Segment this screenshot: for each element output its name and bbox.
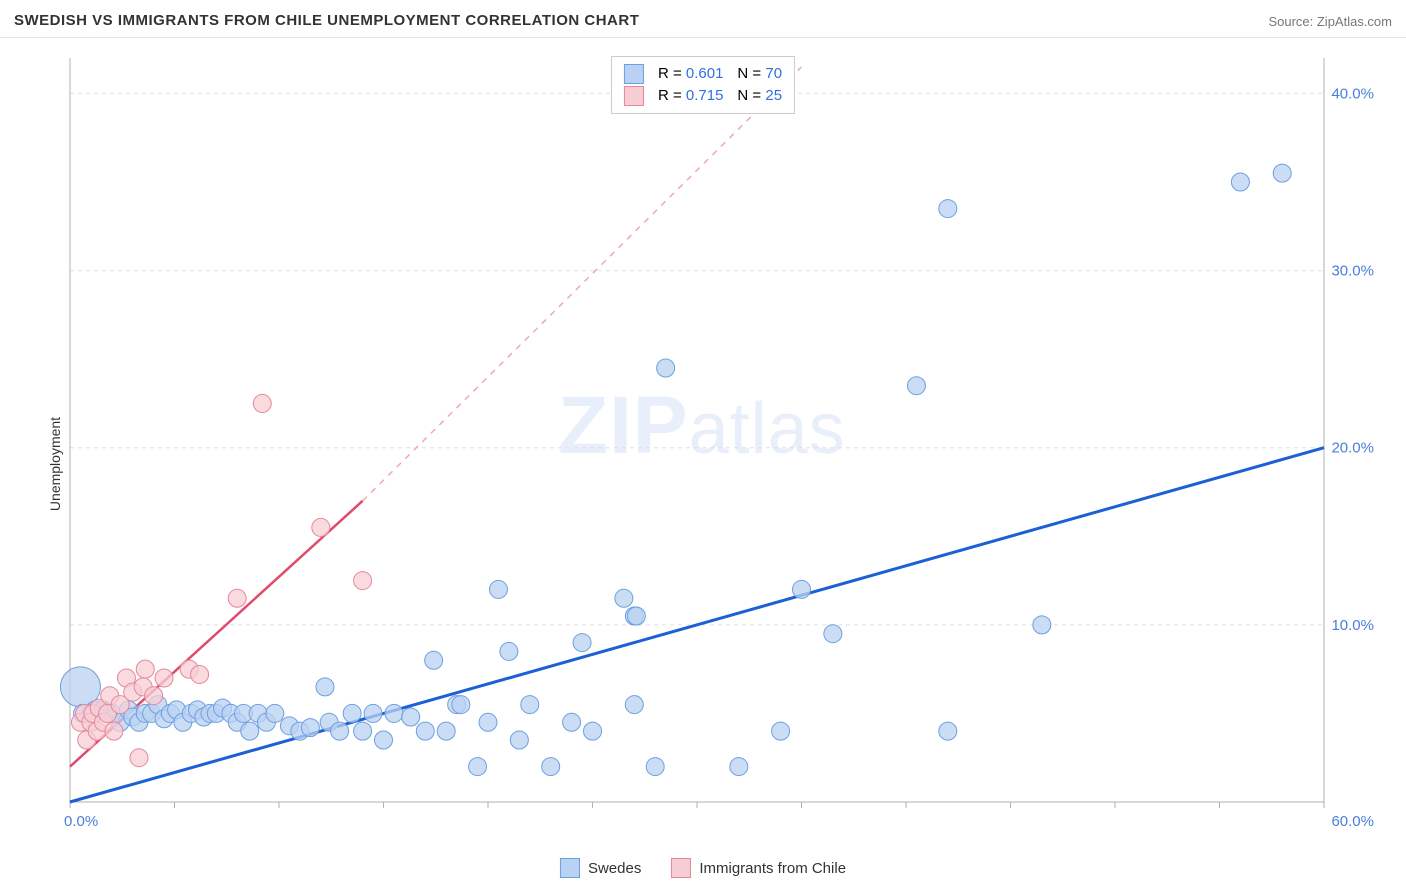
svg-text:20.0%: 20.0% — [1331, 440, 1374, 457]
legend-label-immigrants: Immigrants from Chile — [699, 860, 846, 877]
swatch-immigrants-icon — [671, 858, 691, 878]
swatch-swedes — [624, 64, 644, 84]
swatch-immigrants — [624, 86, 644, 106]
legend-item-immigrants: Immigrants from Chile — [671, 858, 846, 878]
legend-item-swedes: Swedes — [560, 858, 641, 878]
svg-text:10.0%: 10.0% — [1331, 617, 1374, 634]
legend-row-immigrants: R = 0.715 N = 25 — [624, 85, 782, 107]
swatch-swedes-icon — [560, 858, 580, 878]
correlation-legend: R = 0.601 N = 70 R = 0.715 N = 25 — [611, 56, 795, 114]
svg-text:60.0%: 60.0% — [1331, 813, 1374, 830]
legend-row-swedes: R = 0.601 N = 70 — [624, 63, 782, 85]
svg-text:ZIPatlas: ZIPatlas — [558, 380, 846, 471]
source-attribution: Source: ZipAtlas.com — [1268, 14, 1392, 29]
series-legend: Swedes Immigrants from Chile — [560, 858, 846, 878]
svg-text:0.0%: 0.0% — [64, 813, 98, 830]
scatter-chart: ZIPatlas 10.0% 20.0% 30.0% 40.0% 0.0% 60.0% — [58, 48, 1378, 838]
svg-text:40.0%: 40.0% — [1331, 85, 1374, 102]
svg-text:30.0%: 30.0% — [1331, 263, 1374, 280]
source-link[interactable]: ZipAtlas.com — [1317, 14, 1392, 29]
legend-label-swedes: Swedes — [588, 860, 641, 877]
chart-title: SWEDISH VS IMMIGRANTS FROM CHILE UNEMPLO… — [14, 12, 639, 29]
